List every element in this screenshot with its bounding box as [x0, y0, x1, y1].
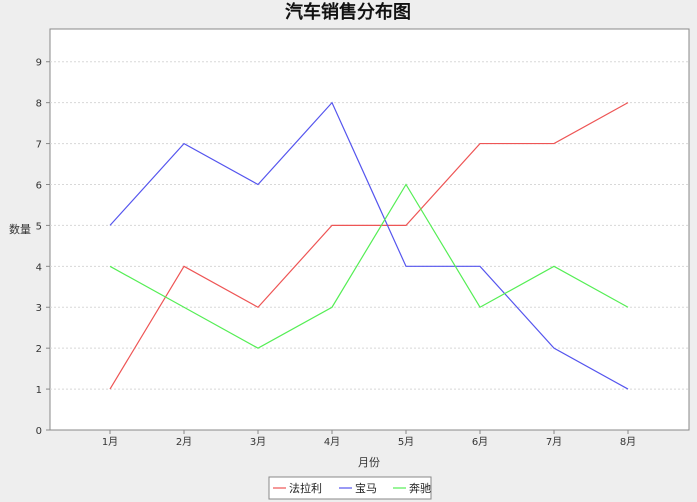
- legend-label-2: 宝马: [355, 481, 377, 495]
- y-tick-label: 3: [36, 303, 42, 314]
- y-tick-label: 9: [36, 58, 42, 69]
- x-tick-label: 1月: [102, 436, 118, 448]
- y-tick-label: 0: [36, 426, 42, 437]
- y-tick-label: 5: [36, 221, 42, 232]
- x-tick-label: 4月: [324, 436, 340, 448]
- x-tick-label: 6月: [472, 436, 488, 448]
- x-tick-label: 3月: [250, 436, 266, 448]
- chart-title: 汽车销售分布图: [285, 1, 411, 23]
- series-lines: [109, 101, 629, 390]
- legend: 法拉利 宝马 奔驰: [273, 481, 431, 495]
- series-line-3: [109, 183, 629, 349]
- series-line-2: [109, 101, 629, 390]
- y-tick-label: 1: [36, 385, 42, 396]
- y-tick-label: 6: [36, 180, 42, 191]
- gridlines: [50, 61, 689, 390]
- legend-label-3: 奔驰: [409, 481, 431, 495]
- x-axis-label: 月份: [358, 456, 380, 469]
- x-tick-label: 7月: [546, 436, 562, 448]
- y-tick-label: 7: [36, 140, 42, 151]
- x-tick-label: 5月: [398, 436, 414, 448]
- x-tick-label: 8月: [620, 436, 636, 448]
- legend-label-1: 法拉利: [289, 481, 322, 495]
- plot-area: [49, 28, 690, 431]
- y-tick-label: 8: [36, 99, 42, 110]
- y-tick-label: 4: [36, 262, 42, 273]
- y-axis-label: 数量: [9, 223, 31, 236]
- axes: 0 1 2 3 4 5 6 7 8 9 1月 2月 3月 4月 5月 6月 7月 8月: [36, 58, 637, 448]
- x-tick-label: 2月: [176, 436, 192, 448]
- series-line-1: [109, 102, 629, 390]
- y-tick-label: 2: [36, 344, 42, 355]
